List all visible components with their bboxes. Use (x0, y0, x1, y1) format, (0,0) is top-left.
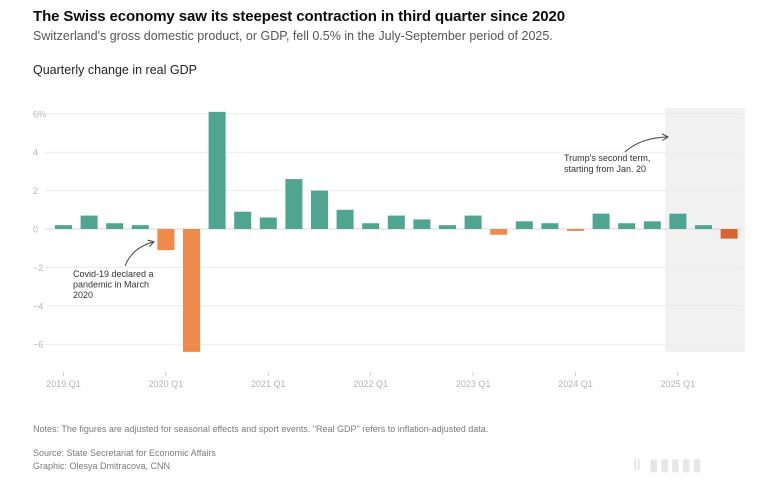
covid-arrow (124, 242, 153, 267)
trump-annotation-line: starting from Jan. 20 (564, 164, 646, 174)
bar-2021-q1 (259, 217, 277, 229)
y-tick-label: −4 (33, 301, 43, 311)
gdp-bar-chart: 6% 4 2 0 −2 −4 −6 2019 Q1 2020 Q1 2021 Q1 2022 Q1 2… (33, 108, 745, 389)
graphic-credit: Graphic: Olesya Dmitracova, CNN (33, 461, 171, 471)
bar-2021-q2 (285, 179, 303, 229)
bar-2024-q2 (592, 213, 610, 229)
x-tick-label: 2022 Q1 (353, 379, 388, 389)
watermark: ‖ ▮▮▮▮▮ (633, 457, 704, 474)
covid-annotation-line: pandemic in March (73, 280, 149, 290)
bar-2023-q4 (541, 223, 559, 229)
bar-2020-q2 (183, 229, 200, 352)
y-tick-label: 6% (33, 109, 46, 119)
x-tick-label: 2020 Q1 (149, 379, 184, 389)
bar-2021-q4 (336, 209, 354, 229)
bar-2024-q4 (643, 221, 661, 229)
x-tick-label: 2021 Q1 (251, 379, 286, 389)
x-tick-label: 2023 Q1 (456, 379, 491, 389)
bar-2022-q1 (362, 223, 380, 229)
x-tick-label: 2025 Q1 (661, 379, 696, 389)
bar-2025-q1 (669, 213, 687, 229)
bar-2020-q3 (208, 111, 226, 229)
bar-2022-q3 (413, 219, 431, 229)
y-tick-label: 0 (33, 225, 38, 235)
bar-2024-q3 (618, 223, 636, 229)
bar-2023-q3 (515, 221, 533, 229)
bar-2025-q2 (695, 225, 712, 229)
trump-annotation-line: Trump's second term, (564, 153, 650, 163)
bar-2020-q4 (234, 211, 252, 229)
bar-2022-q4 (439, 225, 456, 229)
bar-2019-q3 (106, 223, 124, 229)
bar-2019-q4 (131, 225, 149, 229)
y-tick-label: 4 (33, 148, 38, 158)
covid-annotation-line: 2020 (73, 290, 93, 300)
chart-title: The Swiss economy saw its steepest contr… (33, 8, 565, 25)
source-text: Source: State Secretariat for Economic A… (33, 448, 216, 458)
y-tick-label: −6 (33, 340, 43, 350)
y-tick-label: −2 (33, 263, 43, 273)
bar-2021-q3 (311, 190, 328, 229)
bar-2019-q2 (80, 215, 98, 229)
bar-2023-q1 (464, 215, 482, 229)
bar-2024-q1 (567, 229, 584, 231)
chart-label: Quarterly change in real GDP (33, 63, 197, 77)
x-tick-label: 2024 Q1 (558, 379, 593, 389)
bar-2019-q1 (55, 225, 72, 229)
trump-arrow (624, 137, 667, 153)
x-tick-label: 2019 Q1 (46, 379, 81, 389)
notes-text: Notes: The figures are adjusted for seas… (33, 424, 489, 434)
bar-2023-q2 (490, 229, 508, 235)
bar-2025-q3 (720, 229, 738, 239)
y-tick-label: 2 (33, 186, 38, 196)
covid-annotation-line: Covid-19 declared a (73, 269, 154, 279)
chart-subtitle: Switzerland's gross domestic product, or… (33, 29, 553, 43)
bar-2020-q1 (157, 229, 175, 251)
bar-2022-q2 (387, 215, 405, 229)
